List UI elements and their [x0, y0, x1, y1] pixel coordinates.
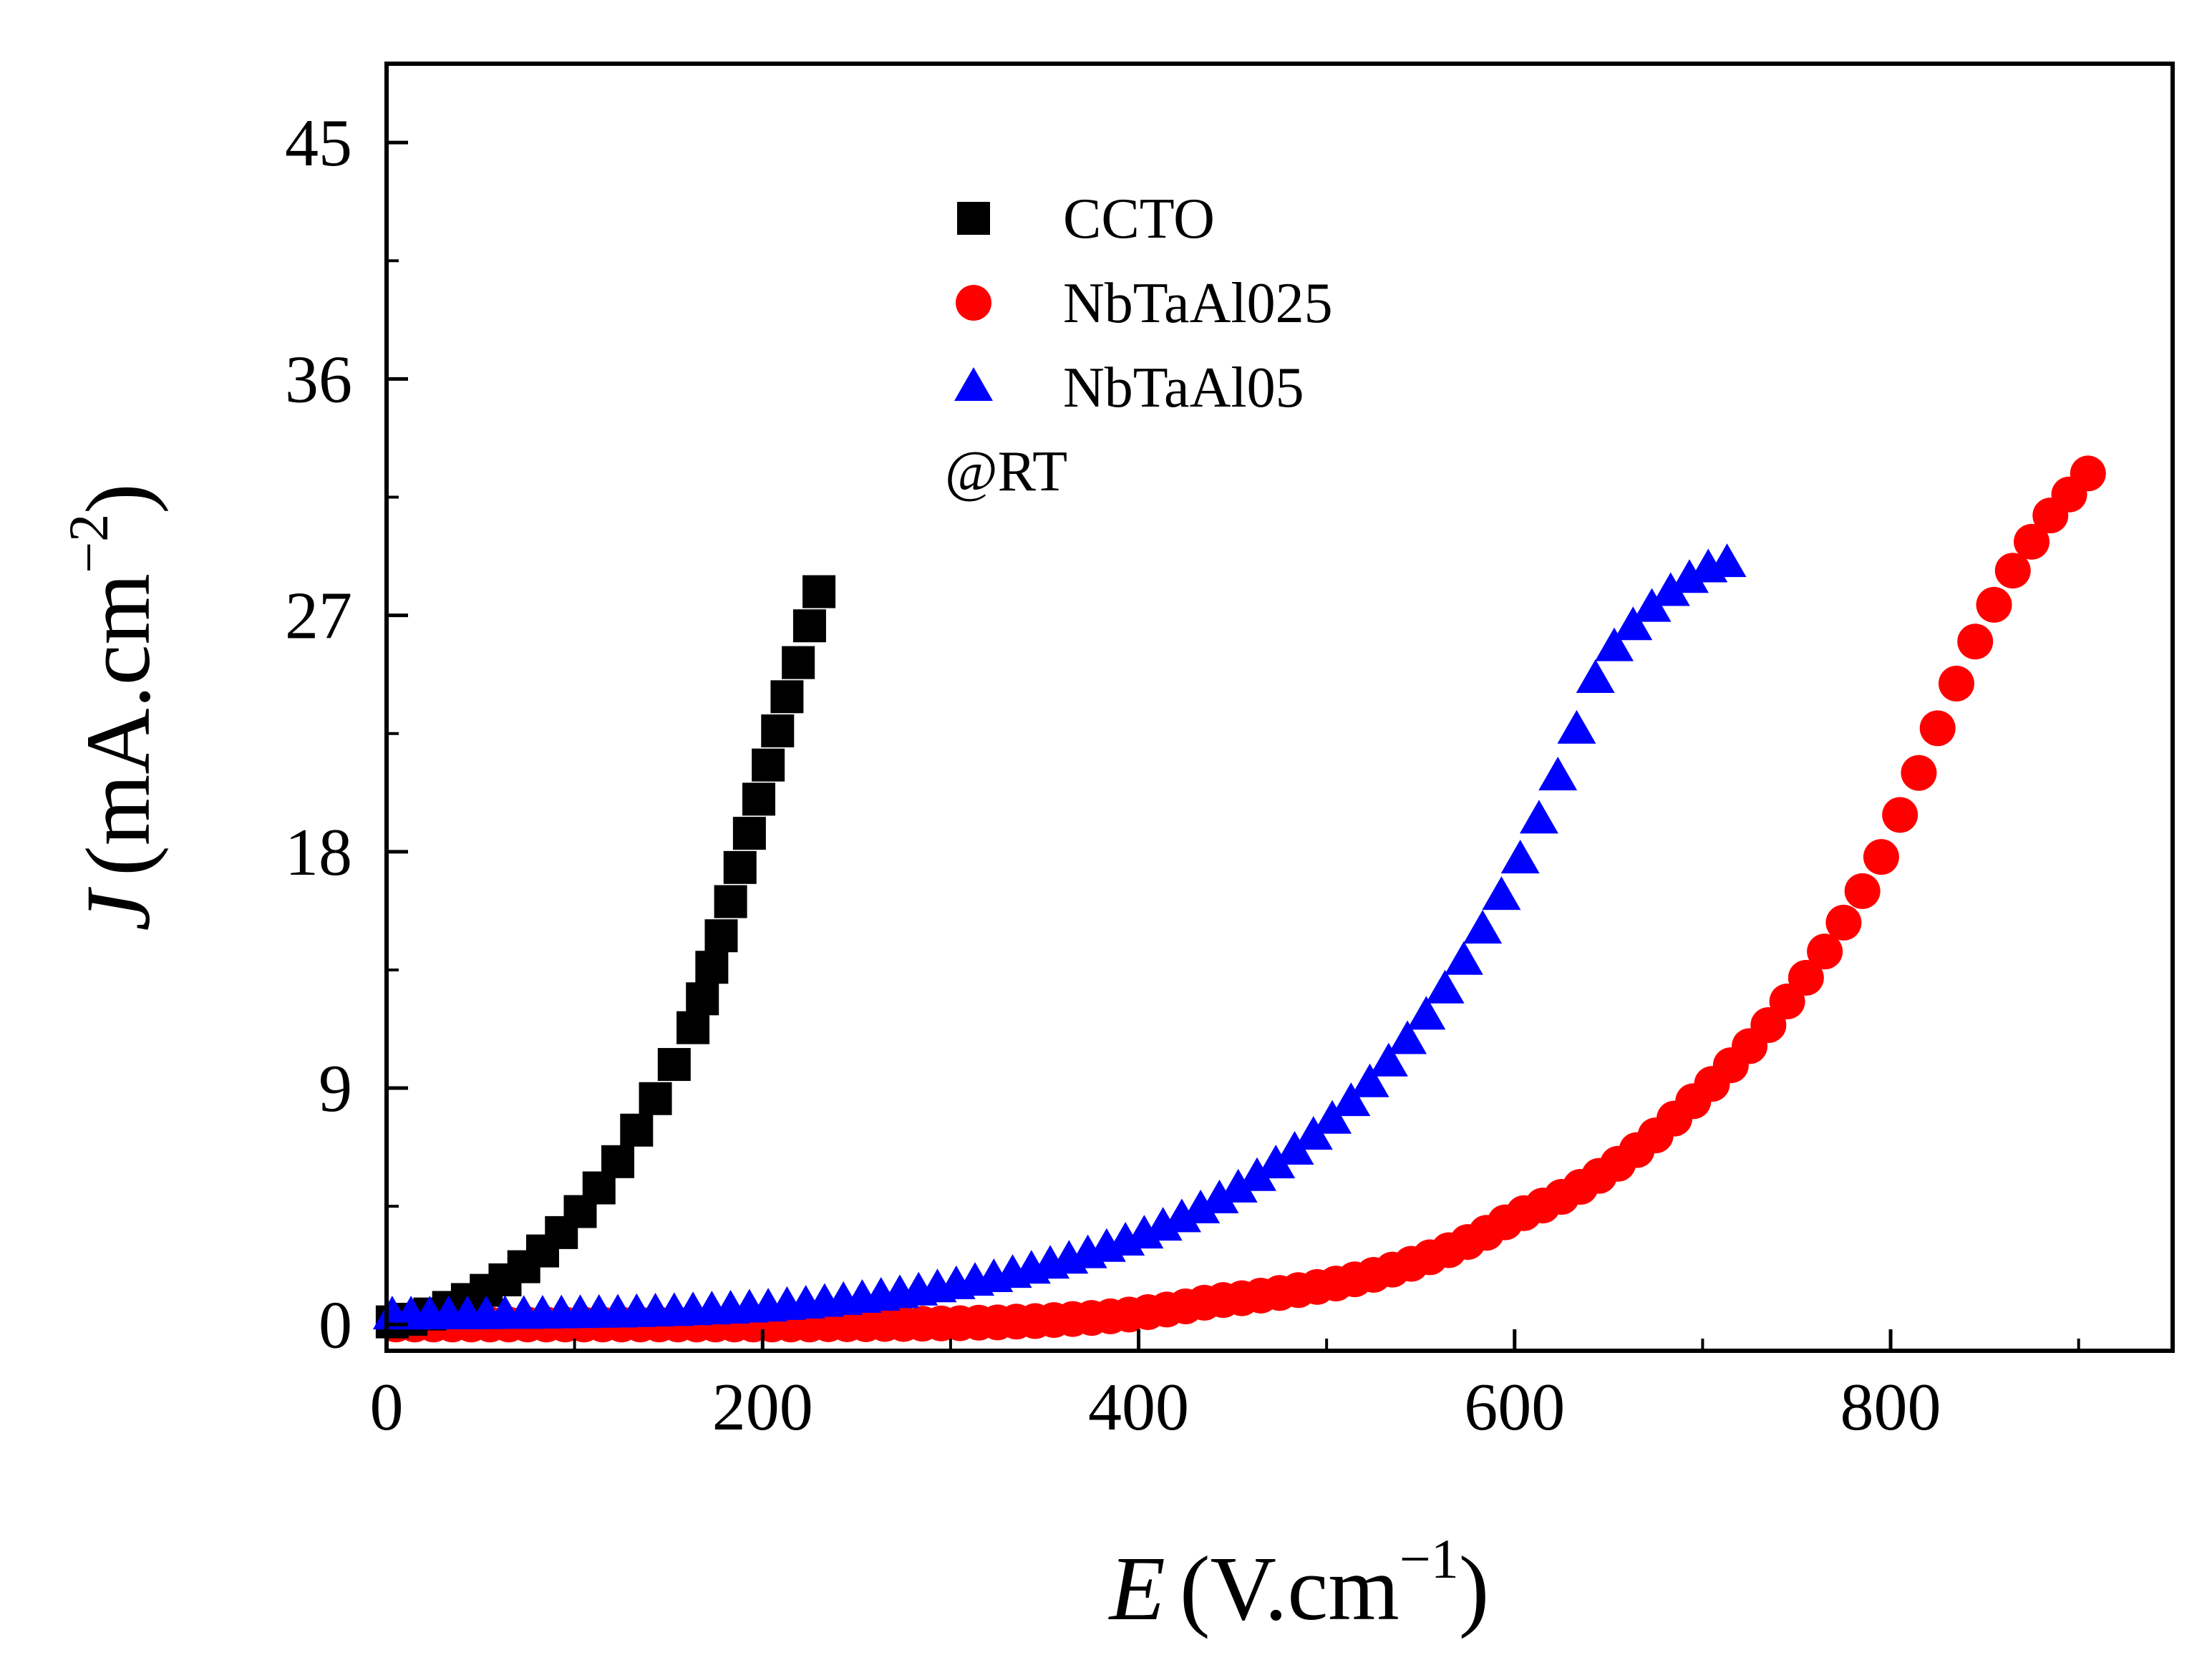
x-tick-label: 200	[712, 1370, 813, 1445]
data-point-nbtaal05	[1331, 1082, 1371, 1117]
tick-labels: 0 200 400 600 800 0 9 18 27 36 45	[285, 106, 1941, 1445]
data-point-ccto	[742, 782, 776, 816]
data-point-nbtaal05	[1707, 543, 1747, 578]
data-point-ccto	[770, 680, 804, 714]
data-point-nbtaal05	[1576, 659, 1615, 694]
x-tick-label: 800	[1840, 1370, 1941, 1445]
data-point-nbtaal05	[1313, 1100, 1352, 1134]
data-point-ccto	[657, 1048, 691, 1082]
data-point-nbtaal025	[1787, 959, 1824, 996]
data-point-nbtaal025	[1807, 933, 1843, 970]
y-tick-label: 18	[285, 815, 352, 890]
data-point-nbtaal05	[1256, 1145, 1296, 1179]
data-point-nbtaal025	[1994, 553, 2031, 589]
data-point-ccto	[676, 1011, 710, 1044]
data-point-ccto	[686, 982, 719, 1016]
data-point-ccto	[761, 714, 795, 748]
data-point-nbtaal05	[1670, 559, 1709, 593]
y-axis-unit-exponent: −2	[57, 514, 120, 573]
x-tick-label: 0	[370, 1370, 404, 1445]
data-point-nbtaal05	[1651, 572, 1690, 606]
legend-marker-ccto	[957, 202, 990, 235]
data-point-nbtaal05	[1500, 840, 1540, 874]
y-axis-unit: (mA.cm	[67, 573, 169, 876]
data-point-nbtaal05	[1594, 627, 1634, 661]
legend-label-ccto: CCTO	[1063, 188, 1215, 251]
legend-markers	[954, 202, 993, 401]
data-point-nbtaal025	[1863, 839, 1899, 875]
data-point-ccto	[732, 817, 766, 850]
legend: CCTO NbTaAl025 NbTaAl05 @RT	[945, 188, 1333, 503]
data-point-nbtaal05	[1237, 1157, 1276, 1191]
data-point-ccto	[752, 748, 785, 782]
data-point-nbtaal025	[1976, 586, 2012, 623]
data-point-nbtaal05	[1557, 709, 1596, 744]
data-point-nbtaal05	[1519, 800, 1558, 834]
data-point-nbtaal025	[1938, 665, 1974, 702]
legend-label-nbtaal05: NbTaAl05	[1063, 356, 1304, 419]
data-point-ccto	[723, 850, 757, 884]
data-point-nbtaal05	[1407, 996, 1446, 1030]
data-point-ccto	[695, 951, 729, 984]
y-tick-label: 27	[285, 579, 352, 654]
data-point-nbtaal05	[1369, 1042, 1408, 1077]
data-point-nbtaal025	[1825, 904, 1862, 941]
x-axis-variable: E	[1108, 1538, 1165, 1639]
x-axis-unit: (V.cm	[1180, 1538, 1400, 1639]
data-point-nbtaal025	[1844, 873, 1881, 909]
data-point-nbtaal05	[1632, 588, 1672, 622]
data-point-ccto	[601, 1145, 635, 1178]
data-point-nbtaal025	[2014, 523, 2050, 560]
x-tick-label: 600	[1464, 1370, 1565, 1445]
y-tick-label: 0	[319, 1288, 352, 1362]
data-point-nbtaal025	[1957, 623, 1994, 660]
data-point-ccto	[704, 919, 738, 953]
y-axis-variable: J	[67, 887, 169, 931]
data-point-ccto	[639, 1082, 672, 1115]
data-point-nbtaal025	[1919, 710, 1956, 747]
plot-marks	[372, 455, 2106, 1343]
data-point-nbtaal05	[1538, 757, 1578, 791]
data-point-nbtaal05	[1162, 1198, 1201, 1233]
data-point-nbtaal05	[1463, 910, 1503, 944]
data-point-nbtaal025	[1882, 797, 1918, 833]
data-point-nbtaal05	[1482, 876, 1521, 911]
y-tick-label: 45	[285, 106, 352, 180]
annotation-rt: @RT	[945, 440, 1067, 503]
data-point-nbtaal05	[1614, 606, 1653, 641]
data-point-ccto	[714, 885, 747, 918]
y-tick-label: 36	[285, 342, 352, 417]
y-axis-unit-close: )	[67, 483, 169, 514]
data-point-nbtaal05	[1218, 1168, 1258, 1203]
data-point-nbtaal05	[1425, 969, 1465, 1004]
data-point-nbtaal05	[1444, 941, 1483, 975]
data-point-nbtaal05	[1200, 1179, 1239, 1213]
data-point-nbtaal025	[1901, 754, 1937, 791]
data-point-ccto	[620, 1113, 654, 1147]
data-point-ccto	[802, 575, 836, 608]
data-point-ccto	[782, 646, 815, 679]
legend-marker-nbtaal025	[956, 285, 991, 321]
x-axis-unit-exponent: −1	[1400, 1528, 1459, 1590]
x-axis-unit-close: )	[1459, 1538, 1490, 1639]
x-tick-label: 400	[1088, 1370, 1189, 1445]
plot-frame	[384, 62, 2175, 1353]
series-nbtaal05	[372, 543, 1747, 1330]
data-point-ccto	[792, 609, 826, 643]
data-point-nbtaal05	[1388, 1020, 1427, 1054]
series-nbtaal025	[378, 455, 2106, 1343]
data-point-nbtaal025	[2070, 455, 2106, 492]
legend-marker-nbtaal05	[954, 367, 993, 401]
legend-label-nbtaal025: NbTaAl025	[1063, 272, 1333, 335]
data-point-nbtaal05	[1275, 1131, 1314, 1165]
y-axis-title: J (mA.cm−2)	[57, 483, 169, 931]
data-point-nbtaal05	[1350, 1063, 1389, 1097]
axis-ticks	[384, 140, 2080, 1351]
y-tick-label: 9	[319, 1052, 352, 1126]
x-axis-title: E (V.cm−1)	[1108, 1528, 1490, 1639]
data-point-nbtaal05	[1181, 1189, 1221, 1223]
